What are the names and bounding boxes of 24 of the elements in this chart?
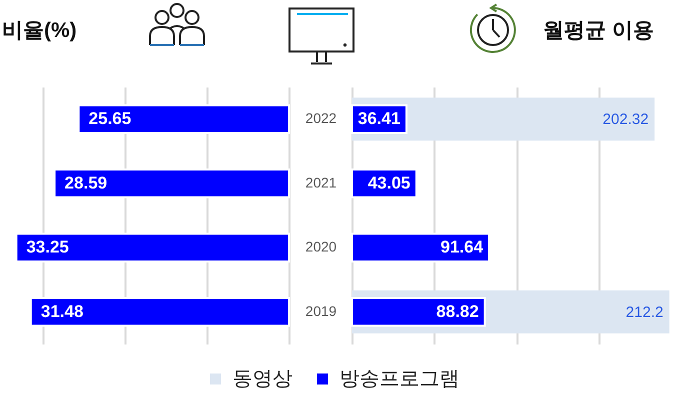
data-label: 33.25 bbox=[26, 238, 69, 257]
data-label: 31.48 bbox=[40, 302, 84, 321]
data-label: 88.82 bbox=[436, 302, 479, 321]
data-label: 28.59 bbox=[64, 173, 108, 192]
data-label: 25.65 bbox=[88, 109, 132, 128]
y-tick-label: 2019 bbox=[305, 302, 337, 319]
bar bbox=[78, 104, 290, 134]
data-label: 212.2 bbox=[626, 304, 664, 321]
data-label: 43.05 bbox=[368, 173, 410, 192]
bar bbox=[351, 297, 486, 327]
bar bbox=[54, 168, 290, 198]
bar bbox=[15, 232, 290, 262]
legend-label: 동영상 bbox=[232, 368, 292, 390]
data-label: 36.41 bbox=[358, 109, 400, 128]
chart-title: 비율(%) bbox=[2, 19, 77, 42]
y-tick-label: 2021 bbox=[305, 174, 337, 190]
data-label: 202.32 bbox=[602, 111, 649, 128]
y-tick-label: 2020 bbox=[305, 238, 337, 255]
bar bbox=[30, 297, 290, 327]
data-label: 91.64 bbox=[440, 238, 484, 257]
legend-label: 방송프로그램 bbox=[340, 368, 460, 390]
chart-title: 월평균 이용 bbox=[543, 19, 654, 42]
bar bbox=[351, 232, 490, 262]
y-tick-label: 2022 bbox=[305, 110, 337, 126]
